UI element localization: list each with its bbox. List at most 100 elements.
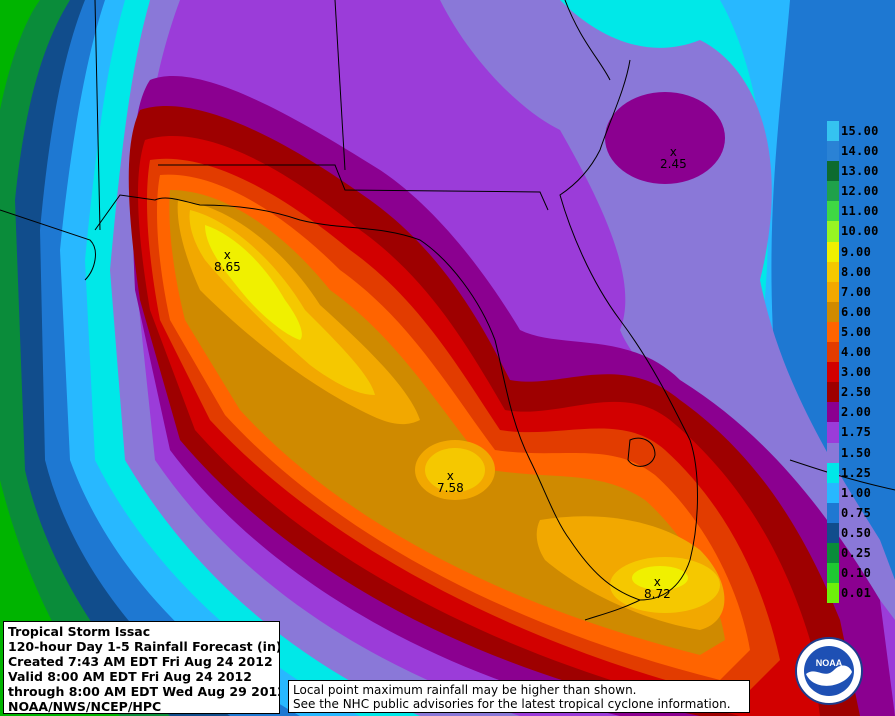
storm-name: Tropical Storm Issac (8, 624, 151, 639)
legend-swatch (827, 362, 839, 383)
legend-label: 1.00 (841, 485, 872, 500)
band-1.75-north (605, 92, 725, 184)
legend-entry: 0.75 (827, 502, 895, 523)
disclaimer-line-2: See the NHC public advisories for the la… (293, 697, 731, 711)
legend-label: 13.00 (841, 164, 879, 179)
max-label-keys: x 8.72 (644, 576, 671, 600)
legend-label: 2.50 (841, 385, 872, 400)
legend-swatch (827, 502, 839, 523)
legend-label: 9.00 (841, 244, 872, 259)
issuing-agency: NOAA/NWS/NCEP/HPC (8, 699, 162, 714)
legend-entry: 0.25 (827, 542, 895, 564)
state-border-ms-al (94, 0, 101, 231)
legend-swatch (827, 281, 839, 302)
legend-label: 8.00 (841, 264, 872, 279)
legend-entry: 1.25 (827, 462, 895, 483)
legend-label: 0.25 (841, 545, 872, 560)
legend-swatch (827, 402, 839, 423)
legend-label: 4.00 (841, 345, 872, 360)
band-9.00 (205, 225, 302, 340)
legend-entry: 1.75 (827, 422, 895, 443)
through-time: through 8:00 AM EDT Wed Aug 29 2012 (8, 684, 280, 699)
legend-entry: 11.00 (827, 201, 895, 222)
legend-swatch (827, 221, 839, 242)
legend-swatch (827, 442, 839, 463)
max-marker-icon: x (653, 575, 661, 589)
legend-swatch (827, 563, 839, 584)
legend-entry: 1.00 (827, 482, 895, 503)
legend-label: 10.00 (841, 224, 879, 239)
band-9.00-south (632, 566, 688, 590)
legend-entry: 4.00 (827, 342, 895, 363)
legend-entry: 1.50 (827, 442, 895, 463)
legend-entry: 2.00 (827, 402, 895, 423)
lake-okeechobee (627, 437, 656, 467)
valid-time: Valid 8:00 AM EDT Fri Aug 24 2012 (8, 669, 252, 684)
geographic-outlines (0, 0, 895, 621)
max-value: 7.58 (437, 481, 464, 495)
legend-label: 12.00 (841, 184, 879, 199)
legend-swatch (827, 482, 839, 503)
gulf-coast-west (0, 209, 96, 281)
legend-label: 14.00 (841, 144, 879, 159)
state-border-ga-sc (564, 0, 611, 81)
legend-label: 0.01 (841, 586, 872, 601)
max-label-panhandle: x 8.65 (214, 249, 241, 273)
legend-label: 11.00 (841, 204, 879, 219)
noaa-logo-icon: NOAA (795, 637, 863, 705)
legend-swatch (827, 201, 839, 222)
state-border-al-ga (334, 0, 346, 171)
max-marker-icon: x (446, 469, 454, 483)
legend-swatch (827, 261, 839, 282)
max-marker-icon: x (669, 145, 677, 159)
rainfall-color-legend: 15.00 14.00 13.00 12.00 11.00 10.00 9.00 8.00 7.… (827, 121, 895, 604)
legend-label: 3.00 (841, 365, 872, 380)
legend-entry: 6.00 (827, 301, 895, 322)
band-8.00-mid (425, 448, 485, 492)
legend-label: 5.00 (841, 324, 872, 339)
legend-label: 1.25 (841, 465, 872, 480)
legend-label: 6.00 (841, 304, 872, 319)
legend-entry: 13.00 (827, 161, 895, 182)
legend-swatch (827, 342, 839, 363)
legend-swatch (827, 301, 839, 322)
legend-label: 1.75 (841, 425, 872, 440)
legend-label: 0.75 (841, 505, 872, 520)
legend-swatch (827, 181, 839, 202)
max-marker-icon: x (223, 248, 231, 262)
legend-label: 2.00 (841, 405, 872, 420)
legend-swatch (827, 422, 839, 443)
legend-entry: 15.00 (827, 121, 895, 142)
legend-label: 15.00 (841, 124, 879, 138)
legend-swatch (827, 542, 839, 564)
legend-label: 7.00 (841, 284, 872, 299)
coastline-gulf (94, 194, 641, 601)
legend-swatch (827, 522, 839, 543)
legend-entry: 5.00 (827, 321, 895, 343)
legend-swatch (827, 141, 839, 162)
florida-keys (584, 599, 641, 621)
legend-swatch (827, 382, 839, 403)
coastline-atlantic (559, 59, 698, 601)
logo-bird-shape (806, 665, 852, 686)
legend-entry: 9.00 (827, 241, 895, 262)
legend-label: 0.50 (841, 525, 872, 540)
legend-entry: 10.00 (827, 221, 895, 242)
legend-entry: 7.00 (827, 281, 895, 302)
disclaimer-box: Local point maximum rainfall may be high… (288, 680, 750, 713)
max-value: 2.45 (660, 157, 687, 171)
legend-swatch (827, 583, 839, 604)
legend-swatch (827, 121, 839, 142)
state-border-fl-north (158, 164, 549, 211)
legend-entry: 0.50 (827, 522, 895, 543)
forecast-title: 120-hour Day 1-5 Rainfall Forecast (in) (8, 639, 280, 654)
legend-swatch (827, 161, 839, 182)
legend-entry: 0.10 (827, 563, 895, 584)
legend-entry: 0.01 (827, 583, 895, 604)
legend-entry: 2.50 (827, 382, 895, 403)
forecast-info-box: Tropical Storm Issac 120-hour Day 1-5 Ra… (3, 621, 280, 714)
disclaimer-line-1: Local point maximum rainfall may be high… (293, 683, 637, 697)
legend-swatch (827, 321, 839, 343)
max-label-gulf: x 7.58 (437, 470, 464, 494)
